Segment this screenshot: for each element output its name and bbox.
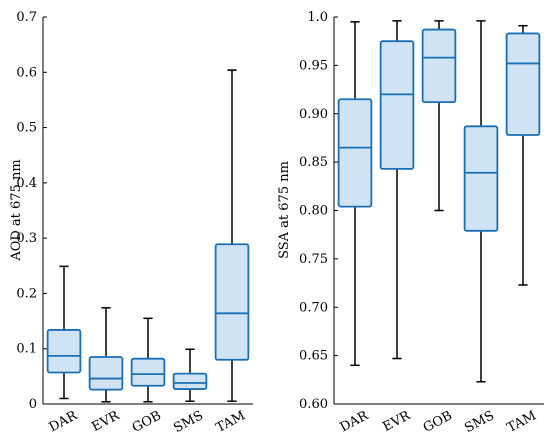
aod-y-axis-label: AOD at 675 nm xyxy=(9,159,24,261)
ssa-y-tick-label: 1.0 xyxy=(307,10,328,25)
iqr-box xyxy=(130,357,166,387)
iqr-box xyxy=(421,28,457,104)
aod-category-label: TAM xyxy=(214,408,248,436)
aod-boxplot-panel: AOD at 675 nm 0 0.1 0.2 0.3 0.4 0.5 0.6 0.7 DAR E… xyxy=(9,10,253,436)
ssa-box-sms xyxy=(463,20,499,383)
ssa-y-tick-label: 0.95 xyxy=(299,58,328,73)
ssa-boxplot-panel: SSA at 675 nm 0.60 0.65 0.70 0.75 0.80 0.85 0.… xyxy=(277,10,544,436)
aod-y-tick-label: 0.6 xyxy=(16,65,37,80)
aod-box-tam xyxy=(214,69,250,402)
ssa-y-axis-label: SSA at 675 nm xyxy=(277,161,292,259)
ssa-box-dar xyxy=(337,21,373,367)
ssa-box-evr xyxy=(379,20,415,360)
iqr-box xyxy=(88,356,124,391)
aod-category-label: DAR xyxy=(47,408,81,436)
aod-y-tick-label: 0.2 xyxy=(16,286,37,301)
iqr-box xyxy=(505,32,541,136)
iqr-box xyxy=(46,329,82,374)
ssa-y-tick-label: 0.70 xyxy=(299,300,328,315)
ssa-category-label: TAM xyxy=(505,408,539,436)
ssa-y-tick-label: 0.75 xyxy=(299,252,328,267)
ssa-box-gob xyxy=(421,20,457,212)
aod-box-evr xyxy=(88,307,124,403)
aod-y-tick-label: 0.7 xyxy=(16,10,37,25)
aod-box-gob xyxy=(130,317,166,403)
aod-category-label: GOB xyxy=(130,408,164,436)
aod-category-label: EVR xyxy=(90,408,123,435)
ssa-y-tick-label: 0.85 xyxy=(299,155,328,170)
aod-y-tick-label: 0 xyxy=(29,397,37,412)
iqr-box xyxy=(172,372,208,390)
ssa-category-label: GOB xyxy=(421,408,455,436)
aod-category-label: SMS xyxy=(171,408,206,436)
iqr-box xyxy=(337,98,373,208)
ssa-box-tam xyxy=(505,24,541,286)
aod-y-tick-label: 0.3 xyxy=(16,231,37,246)
aod-y-tick-label: 0.4 xyxy=(16,176,37,191)
aod-y-tick-label: 0.1 xyxy=(16,342,37,357)
aod-box-sms xyxy=(172,348,208,402)
ssa-category-label: DAR xyxy=(338,408,372,436)
iqr-box xyxy=(379,40,415,170)
ssa-y-tick-label: 0.60 xyxy=(299,397,328,412)
ssa-y-tick-label: 0.90 xyxy=(299,107,328,122)
ssa-y-tick-label: 0.80 xyxy=(299,204,328,219)
ssa-y-tick-label: 0.65 xyxy=(299,349,328,364)
ssa-category-label: EVR xyxy=(381,408,414,435)
iqr-box xyxy=(463,125,499,232)
aod-box-dar xyxy=(46,265,82,400)
ssa-category-label: SMS xyxy=(462,408,497,436)
iqr-box xyxy=(214,243,250,361)
aod-y-tick-label: 0.5 xyxy=(16,121,37,136)
